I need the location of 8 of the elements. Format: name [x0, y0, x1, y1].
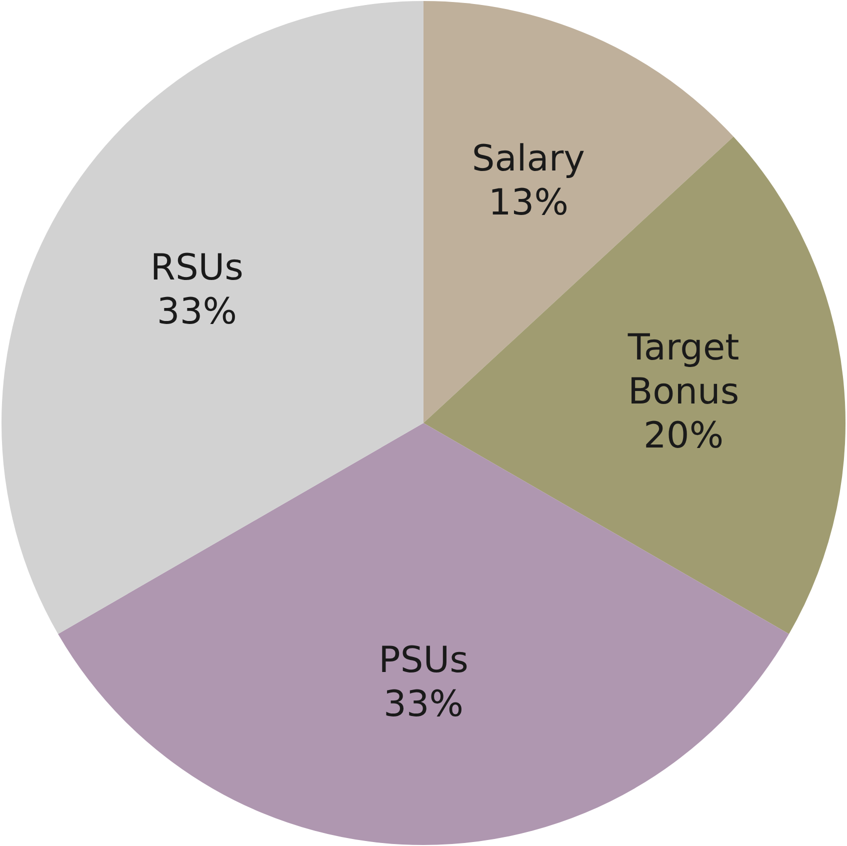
data-label: 13% [488, 182, 568, 224]
slice-label: Salary [472, 138, 585, 180]
data-label: 33% [156, 292, 237, 333]
slice-label: PSUs [378, 640, 468, 681]
data-label: 33% [383, 684, 464, 725]
data-label: 20% [644, 415, 724, 456]
slice-label: Target Bonus [626, 327, 740, 412]
slice-label: RSUs [150, 248, 244, 289]
